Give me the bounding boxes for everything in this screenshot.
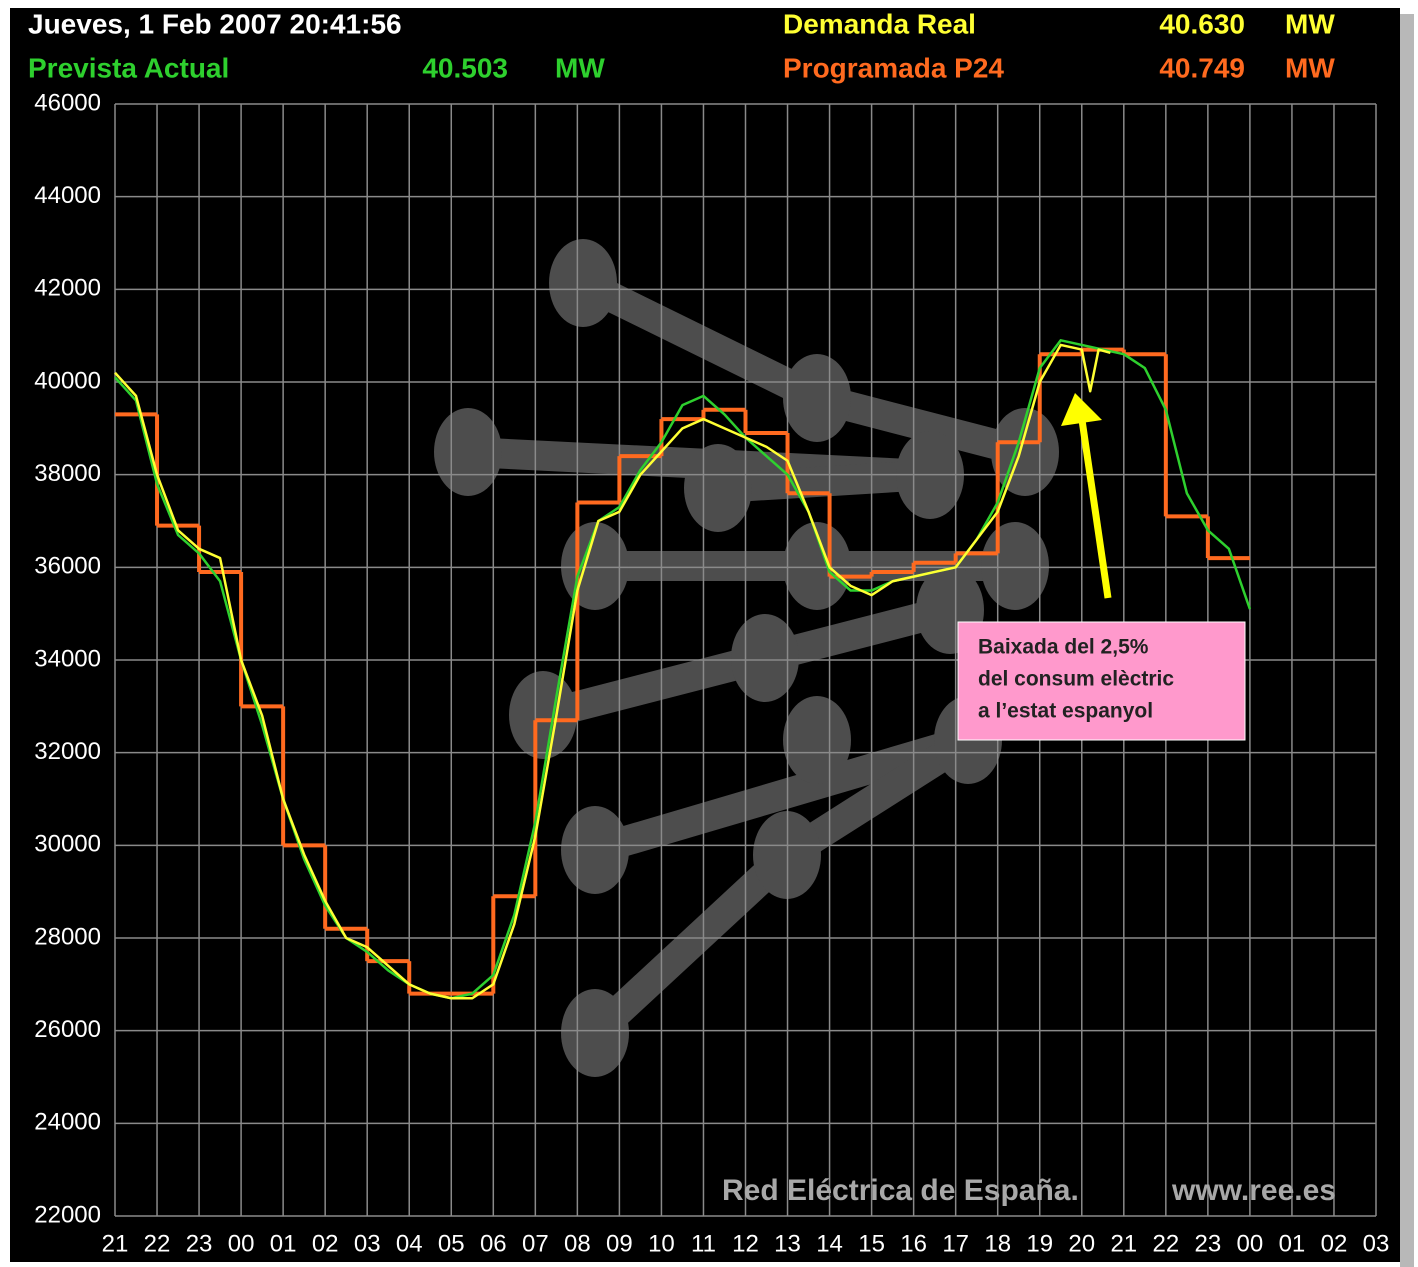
legend-readout: 40.503 <box>422 52 508 83</box>
x-tick-label: 03 <box>354 1230 381 1257</box>
page: {"chart_data": { "type": "line", "title"… <box>0 0 1418 1267</box>
x-tick-label: 23 <box>186 1230 213 1257</box>
chart-title: Jueves, 1 Feb 2007 20:41:56 <box>28 8 402 39</box>
x-tick-label: 05 <box>438 1230 465 1257</box>
x-tick-label: 13 <box>774 1230 801 1257</box>
y-tick-label: 30000 <box>34 831 101 858</box>
y-tick-label: 34000 <box>34 645 101 672</box>
annotation-text: a l’estat espanyol <box>978 700 1153 723</box>
y-tick-label: 44000 <box>34 182 101 209</box>
y-tick-label: 32000 <box>34 738 101 765</box>
x-tick-label: 16 <box>900 1230 927 1257</box>
source: Red Eléctrica de España. <box>722 1174 1079 1207</box>
annotation-text: Baixada del 2,5% <box>978 636 1149 659</box>
y-tick-label: 26000 <box>34 1016 101 1043</box>
x-tick-label: 07 <box>522 1230 549 1257</box>
legend-label: Demanda Real <box>783 8 976 39</box>
y-tick-label: 28000 <box>34 923 101 950</box>
x-tick-label: 09 <box>606 1230 633 1257</box>
x-tick-label: 01 <box>1279 1230 1306 1257</box>
x-tick-label: 12 <box>732 1230 759 1257</box>
x-tick-label: 00 <box>228 1230 255 1257</box>
x-tick-label: 03 <box>1363 1230 1390 1257</box>
legend-label: Prevista Actual <box>28 52 229 83</box>
y-tick-label: 36000 <box>34 553 101 580</box>
x-tick-label: 17 <box>942 1230 969 1257</box>
legend-unit: MW <box>1285 52 1335 83</box>
x-tick-label: 14 <box>816 1230 843 1257</box>
annotation-text: del consum elèctric <box>978 668 1174 691</box>
y-tick-label: 40000 <box>34 367 101 394</box>
x-tick-label: 22 <box>144 1230 171 1257</box>
x-tick-label: 02 <box>312 1230 339 1257</box>
x-tick-label: 06 <box>480 1230 507 1257</box>
x-tick-label: 22 <box>1152 1230 1179 1257</box>
x-tick-label: 18 <box>984 1230 1011 1257</box>
x-tick-label: 02 <box>1321 1230 1348 1257</box>
x-tick-label: 00 <box>1237 1230 1264 1257</box>
frame-shadow <box>1400 14 1414 1267</box>
chart: 22000 24000 26000 28000 30000 32000 34000 36000… <box>0 0 1418 1267</box>
x-tick-label: 01 <box>270 1230 297 1257</box>
legend-unit: MW <box>1285 8 1335 39</box>
y-tick-label: 46000 <box>34 89 101 116</box>
y-tick-label: 24000 <box>34 1109 101 1136</box>
x-tick-label: 15 <box>858 1230 885 1257</box>
x-tick-label: 11 <box>691 1230 716 1257</box>
legend-label: Programada P24 <box>783 52 1004 83</box>
x-tick-label: 04 <box>396 1230 423 1257</box>
x-tick-label: 19 <box>1026 1230 1053 1257</box>
legend-readout: 40.630 <box>1159 8 1245 39</box>
x-tick-label: 08 <box>564 1230 591 1257</box>
y-tick-label: 22000 <box>34 1201 101 1228</box>
x-tick-label: 21 <box>1110 1230 1137 1257</box>
url: www.ree.es <box>1171 1174 1336 1207</box>
y-tick-label: 42000 <box>34 275 101 302</box>
y-tick-label: 38000 <box>34 460 101 487</box>
x-tick-label: 21 <box>102 1230 129 1257</box>
x-tick-label: 23 <box>1195 1230 1222 1257</box>
x-tick-label: 10 <box>648 1230 675 1257</box>
legend-readout: 40.749 <box>1159 52 1245 83</box>
legend-unit: MW <box>555 52 605 83</box>
x-tick-label: 20 <box>1068 1230 1095 1257</box>
